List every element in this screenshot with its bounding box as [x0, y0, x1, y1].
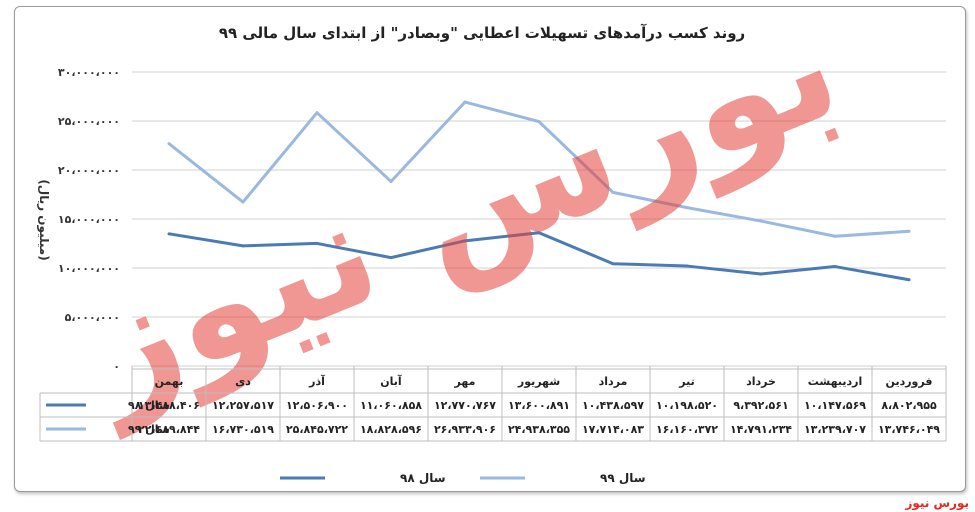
table-cell: ۱۳،۶۰۰،۸۹۱ [508, 399, 570, 412]
category-label: شهریور [517, 375, 560, 388]
category-label: مهر [454, 375, 476, 388]
category-label: آذر [308, 374, 325, 388]
series-lines [167, 100, 911, 282]
table-cell: ۱۶،۷۳۰،۵۱۹ [212, 423, 274, 436]
y-tick-label: ۵،۰۰۰،۰۰۰ [65, 311, 120, 324]
chart-frame [14, 6, 966, 492]
data-point [463, 100, 467, 104]
data-table: فروردین اردیبهشت خرداد تیر مرداد شهریور مهر آبا… [39, 368, 947, 442]
data-point [759, 219, 763, 223]
table-cell: ۲۵،۸۴۵،۷۲۲ [286, 423, 348, 436]
data-point [315, 111, 319, 115]
data-point [611, 190, 615, 194]
table-cell: ۱۱،۰۶۰،۸۵۸ [360, 399, 422, 412]
table-cell: ۲۴،۹۳۸،۳۵۵ [508, 423, 570, 436]
table-cell: ۱۲،۷۷۰،۷۶۷ [434, 399, 496, 412]
data-point [389, 256, 393, 260]
table-cell: ۱۳،۷۴۶،۰۴۹ [878, 423, 940, 436]
data-point [833, 265, 837, 269]
data-point [685, 264, 689, 268]
table-cell: ۹،۳۹۲،۵۶۱ [733, 399, 788, 412]
y-axis-label: (میلیون ریال) [36, 179, 51, 260]
data-point [685, 206, 689, 210]
data-point [907, 278, 911, 282]
category-label: اردیبهشت [808, 375, 862, 388]
data-point [537, 231, 541, 235]
data-point [389, 179, 393, 183]
table-cell: ۱۴،۷۹۱،۲۳۴ [730, 423, 792, 436]
table-cell: ۱۲،۲۵۷،۵۱۷ [212, 399, 274, 412]
y-tick-label: ۱۵،۰۰۰،۰۰۰ [58, 213, 120, 226]
table-cell: ۱۳،۲۳۹،۷۰۷ [804, 423, 866, 436]
category-label: آبان [380, 374, 402, 388]
category-label: بهمن [155, 375, 184, 388]
y-tick-label: ۱۰،۰۰۰،۰۰۰ [58, 262, 120, 275]
y-tick-label: ۲۵،۰۰۰،۰۰۰ [58, 115, 120, 128]
y-tick-label: ۲۰،۰۰۰،۰۰۰ [58, 164, 120, 177]
table-series-name: سال ۹۸ [128, 399, 170, 412]
category-label: دی [235, 375, 251, 388]
y-tick-label: ۰ [113, 360, 120, 373]
category-label: فروردین [886, 375, 933, 388]
category-label: مرداد [599, 375, 628, 388]
table-cell: ۱۰،۱۹۸،۵۲۰ [656, 399, 718, 412]
table-cell: ۸،۸۰۲،۹۵۵ [881, 399, 937, 412]
category-label: تیر [678, 375, 694, 388]
table-cell: ۱۲،۵۰۶،۹۰۰ [286, 399, 348, 412]
y-axis-ticks: ۰ ۵،۰۰۰،۰۰۰ ۱۰،۰۰۰،۰۰۰ ۱۵،۰۰۰،۰۰۰ ۲۰،۰۰۰،۰۰۰… [58, 66, 120, 373]
data-point [167, 142, 171, 146]
table-series-name: سال ۹۹ [128, 423, 170, 436]
data-point [241, 244, 245, 248]
data-point [537, 120, 541, 124]
table-cell: ۲۲،۶۸۹،۸۴۴ [138, 423, 200, 436]
chart-title: روند کسب درآمدهای تسهیلات اعطایی "وبصادر… [219, 24, 745, 42]
brand-label: بورس نیوز [905, 496, 969, 510]
data-point [611, 262, 615, 266]
category-label: خرداد [746, 375, 776, 388]
legend-label: سال ۹۹ [600, 471, 646, 485]
table-cell: ۱۰،۱۴۷،۵۶۹ [804, 399, 866, 412]
data-point [463, 239, 467, 243]
y-tick-label: ۳۰،۰۰۰،۰۰۰ [58, 66, 120, 79]
data-point [241, 200, 245, 204]
table-cell: ۱۶،۱۶۰،۳۷۲ [656, 423, 718, 436]
data-point [759, 272, 763, 276]
data-point [833, 234, 837, 238]
table-cell: ۱۰،۴۳۸،۵۹۷ [582, 399, 644, 412]
data-point [315, 241, 319, 245]
data-point [167, 232, 171, 236]
table-cell: ۱۸،۸۲۸،۵۹۶ [360, 423, 422, 436]
table-cell: ۱۳،۴۸۸،۴۰۶ [138, 399, 200, 412]
legend-label: سال ۹۸ [400, 471, 446, 485]
table-cell: ۲۶،۹۳۳،۹۰۶ [434, 423, 496, 436]
data-point [907, 229, 911, 233]
legend: سال ۹۹ سال ۹۸ [280, 471, 646, 485]
table-cell: ۱۷،۷۱۴،۰۸۳ [582, 423, 644, 436]
